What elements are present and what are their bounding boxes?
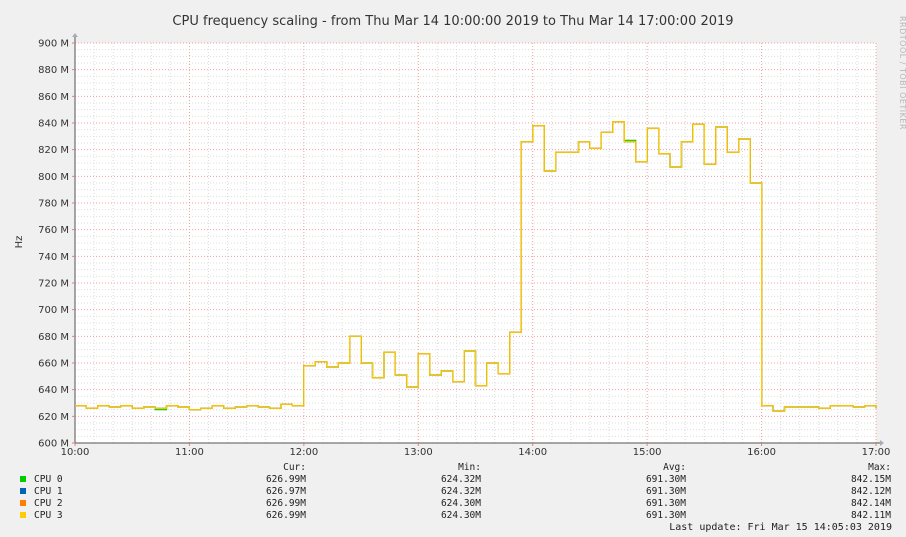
legend-swatch	[20, 488, 26, 494]
x-tick-label: 10:00	[61, 447, 90, 458]
x-tick-label: 13:00	[404, 447, 433, 458]
legend-header: Cur: Min: Avg: Max:	[20, 462, 896, 474]
y-tick-label: 660 M	[38, 359, 69, 370]
legend-name: CPU 3	[34, 510, 63, 521]
series-line-cpu-3	[75, 121, 877, 412]
legend-max: 842.14M	[850, 498, 891, 509]
legend-header-min: Min:	[458, 462, 481, 473]
legend-swatch	[20, 500, 26, 506]
legend-avg: 691.30M	[645, 498, 686, 509]
legend-header-cur: Cur:	[283, 462, 306, 473]
y-axis-arrow	[72, 33, 78, 37]
legend-row: CPU 3 626.99M 624.30M 691.30M 842.11M	[20, 510, 896, 522]
y-tick-label: 840 M	[38, 119, 69, 130]
y-tick-label: 760 M	[38, 225, 69, 236]
legend-row: CPU 0 626.99M 624.32M 691.30M 842.15M	[20, 474, 896, 486]
y-tick-label: 600 M	[38, 439, 69, 450]
y-tick-label: 860 M	[38, 92, 69, 103]
legend-min: 624.30M	[440, 510, 481, 521]
y-tick-label: 820 M	[38, 145, 69, 156]
legend-header-max: Max:	[868, 462, 891, 473]
legend-swatch	[20, 512, 26, 518]
legend-row: CPU 1 626.97M 624.32M 691.30M 842.12M	[20, 486, 896, 498]
legend-cur: 626.97M	[265, 486, 306, 497]
legend-cur: 626.99M	[265, 510, 306, 521]
y-tick-label: 640 M	[38, 385, 69, 396]
legend-max: 842.11M	[850, 510, 891, 521]
y-tick-label: 700 M	[38, 305, 69, 316]
axes	[72, 33, 884, 446]
x-tick-label: 14:00	[518, 447, 547, 458]
rrdtool-watermark: RRDTOOL / TOBI OETIKER	[898, 16, 906, 131]
legend-cur: 626.99M	[265, 498, 306, 509]
legend-max: 842.12M	[850, 486, 891, 497]
y-tick-label: 680 M	[38, 332, 69, 343]
legend-name: CPU 2	[34, 498, 63, 509]
legend-avg: 691.30M	[645, 486, 686, 497]
y-axis-label: Hz	[14, 236, 25, 249]
chart-title: CPU frequency scaling - from Thu Mar 14 …	[172, 14, 734, 29]
legend-name: CPU 0	[34, 474, 63, 485]
legend-row: CPU 2 626.99M 624.30M 691.30M 842.14M	[20, 498, 896, 510]
x-axis-arrow	[880, 440, 884, 446]
y-tick-label: 740 M	[38, 252, 69, 263]
legend: Cur: Min: Avg: Max: CPU 0 626.99M 624.32M 6…	[20, 462, 896, 522]
y-tick-label: 900 M	[38, 39, 69, 50]
x-tick-label: 11:00	[175, 447, 204, 458]
legend-min: 624.32M	[440, 474, 481, 485]
legend-header-avg: Avg:	[663, 462, 686, 473]
x-tick-label: 17:00	[862, 447, 891, 458]
legend-rows: CPU 0 626.99M 624.32M 691.30M 842.15M CPU 1 62…	[20, 474, 896, 522]
y-tick-label: 620 M	[38, 412, 69, 423]
legend-min: 624.30M	[440, 498, 481, 509]
x-tick-label: 16:00	[747, 447, 776, 458]
legend-name: CPU 1	[34, 486, 63, 497]
legend-cur: 626.99M	[265, 474, 306, 485]
y-tick-label: 720 M	[38, 279, 69, 290]
last-update: Last update: Fri Mar 15 14:05:03 2019	[669, 522, 892, 533]
y-tick-label: 780 M	[38, 199, 69, 210]
series-lines	[75, 121, 877, 412]
x-tick-label: 15:00	[633, 447, 662, 458]
x-tick-label: 12:00	[289, 447, 318, 458]
y-tick-label: 800 M	[38, 172, 69, 183]
legend-avg: 691.30M	[645, 510, 686, 521]
y-tick-label: 880 M	[38, 65, 69, 76]
legend-avg: 691.30M	[645, 474, 686, 485]
legend-swatch	[20, 476, 26, 482]
legend-max: 842.15M	[850, 474, 891, 485]
tick-labels: 600 M 620 M 640 M 660 M 680 M 700 M 720 M 740 M…	[38, 39, 890, 459]
legend-min: 624.32M	[440, 486, 481, 497]
